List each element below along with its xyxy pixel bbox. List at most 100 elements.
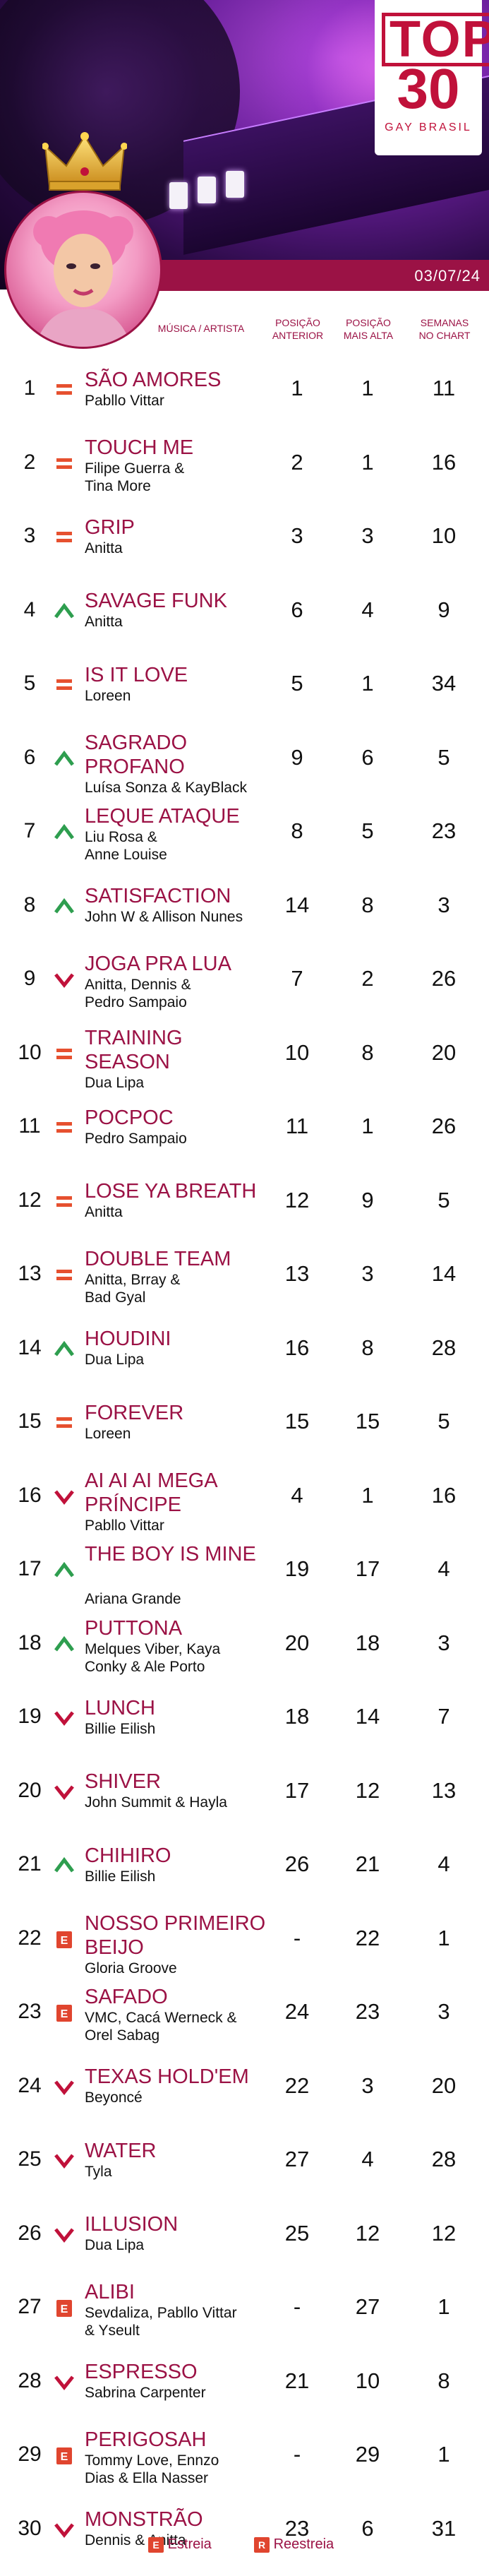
peak-position: 1 <box>361 671 374 696</box>
mixer-knob <box>226 171 244 198</box>
peak-position: 1 <box>361 376 374 400</box>
chart-row: 7 LEQUE ATAQUE Liu Rosa & Anne Louise 8 5 23 <box>0 804 489 875</box>
chart-date: 03/07/24 <box>414 267 481 285</box>
artist-line: Anitta <box>85 539 123 556</box>
chart-row: 5 IS IT LOVE Loreen 5 1 34 <box>0 657 489 727</box>
chart-row: 17 THE BOY IS MINE Ariana Grande 19 17 4 <box>0 1542 489 1613</box>
rank-number: 4 <box>23 597 36 621</box>
trend-down-icon <box>54 973 74 989</box>
legend-reentry-label: Reestreia <box>273 2536 334 2552</box>
artist-line: Orel Sabag <box>85 2027 160 2044</box>
peak-position: 22 <box>355 1925 380 1950</box>
peak-position: 1 <box>361 1114 374 1138</box>
artist-line: Melques Viber, Kaya <box>85 1640 221 1657</box>
peak-position: 4 <box>361 597 374 622</box>
artist-line: Pedro Sampaio <box>85 994 187 1010</box>
artist-line: Anitta, Dennis & <box>85 977 191 993</box>
peak-position: 8 <box>361 1335 374 1360</box>
rank-number: 1 <box>23 376 36 400</box>
artist-line: Dua Lipa <box>85 2237 145 2253</box>
previous-position: 17 <box>284 1777 310 1803</box>
previous-position: 22 <box>284 2073 310 2098</box>
previous-position: 2 <box>291 449 303 475</box>
previous-position: 4 <box>291 1482 303 1508</box>
trend-up-icon <box>54 1635 74 1651</box>
artist-name: John Summit & Hayla <box>85 1794 268 1811</box>
trend-same-icon <box>56 1270 72 1280</box>
weeks-on-chart: 23 <box>431 818 457 843</box>
artist-line: Pabllo Vittar <box>85 392 164 409</box>
rank-number: 8 <box>23 893 36 917</box>
artist-name: Sevdaliza, Pabllo Vittar & Yseult <box>85 2304 268 2339</box>
peak-position: 10 <box>355 2368 380 2393</box>
artist-name: Pabllo Vittar <box>85 392 268 410</box>
artist-name: Tyla <box>85 2163 268 2181</box>
weeks-on-chart: 12 <box>431 2220 457 2246</box>
weeks-on-chart: 5 <box>437 744 450 770</box>
artist-line: Sabrina Carpenter <box>85 2385 206 2401</box>
chart-row: 16 AI AI AI MEGA PRÍNCIPE Pabllo Vittar 4 1 1… <box>0 1469 489 1539</box>
peak-position: 2 <box>361 966 374 991</box>
artist-line: VMC, Cacá Werneck & <box>85 2010 237 2026</box>
rank-number: 19 <box>18 1705 42 1728</box>
peak-position: 8 <box>361 1039 374 1065</box>
trend-up-icon <box>54 1340 74 1356</box>
chart-row: 3 GRIP Anitta 3 3 10 <box>0 509 489 580</box>
artist-name: Anitta <box>85 539 268 557</box>
song-title: JOGA PRA LUA <box>85 953 231 975</box>
weeks-on-chart: 28 <box>431 1335 457 1360</box>
previous-position: 8 <box>291 818 303 843</box>
rank-number: 10 <box>18 1040 42 1064</box>
rank-number: 17 <box>18 1557 42 1580</box>
legend-reentry: R Reestreia <box>254 2536 334 2553</box>
previous-position: 16 <box>284 1335 310 1360</box>
rank-number: 16 <box>18 1483 42 1507</box>
artist-name: Billie Eilish <box>85 1720 268 1738</box>
song-title: POCPOC <box>85 1106 174 1129</box>
previous-position: 23 <box>284 2515 310 2541</box>
artist-name: Pedro Sampaio <box>85 1130 268 1147</box>
song-title: SAGRADO PROFANO <box>85 731 188 778</box>
previous-position: 11 <box>285 1114 309 1138</box>
artist-name: Anitta <box>85 613 268 631</box>
rank-number: 14 <box>18 1335 42 1359</box>
artist-name: Gloria Groove <box>85 1960 268 1977</box>
weeks-on-chart: 9 <box>437 597 450 622</box>
weeks-on-chart: 20 <box>431 2073 457 2098</box>
artist-line: John W & Allison Nunes <box>85 909 243 925</box>
weeks-on-chart: 10 <box>431 523 457 548</box>
chart-row: 23 E SAFADO VMC, Cacá Werneck & Orel Sabag 24… <box>0 1985 489 2056</box>
chart-row: 15 FOREVER Loreen 15 15 5 <box>0 1395 489 1465</box>
previous-position: 5 <box>291 671 303 696</box>
artist-line: John Summit & Hayla <box>85 1794 227 1811</box>
rank-number: 23 <box>18 2000 42 2023</box>
artist-line: Anne Louise <box>85 847 167 863</box>
artist-name: Anitta <box>85 1203 268 1221</box>
peak-position: 4 <box>361 2147 374 2171</box>
chart-row: 21 CHIHIRO Billie Eilish 26 21 4 <box>0 1837 489 1908</box>
weeks-on-chart: 16 <box>431 449 457 475</box>
artist-name: Melques Viber, Kaya Conky & Ale Porto <box>85 1640 268 1676</box>
rank-number: 13 <box>18 1262 42 1285</box>
song-title: PERIGOSAH <box>85 2428 207 2451</box>
weeks-on-chart: 1 <box>437 2294 450 2319</box>
song-title: NOSSO PRIMEIRO BEIJO <box>85 1912 266 1959</box>
rank-number: 25 <box>18 2147 42 2171</box>
weeks-on-chart: 5 <box>437 1187 450 1212</box>
previous-position: 14 <box>284 892 310 917</box>
rank-number: 18 <box>18 1630 42 1654</box>
peak-position: 18 <box>355 1630 380 1655</box>
previous-position: - <box>293 2294 301 2319</box>
artist-name: Liu Rosa & Anne Louise <box>85 828 268 864</box>
legend-entry-label: Estreia <box>167 2536 212 2552</box>
artist-name: Dua Lipa <box>85 1074 268 1092</box>
trend-up-icon <box>54 823 74 840</box>
song-title: TEXAS HOLD'EM <box>85 2065 249 2088</box>
song-title: THE BOY IS MINE <box>85 1543 256 1566</box>
chart-row: 25 WATER Tyla 27 4 28 <box>0 2133 489 2203</box>
weeks-on-chart: 11 <box>432 376 456 400</box>
song-title: HOUDINI <box>85 1328 171 1350</box>
chart-row: 28 ESPRESSO Sabrina Carpenter 21 10 8 <box>0 2354 489 2425</box>
artist-name: Sabrina Carpenter <box>85 2384 268 2402</box>
weeks-on-chart: 3 <box>437 1999 450 2024</box>
